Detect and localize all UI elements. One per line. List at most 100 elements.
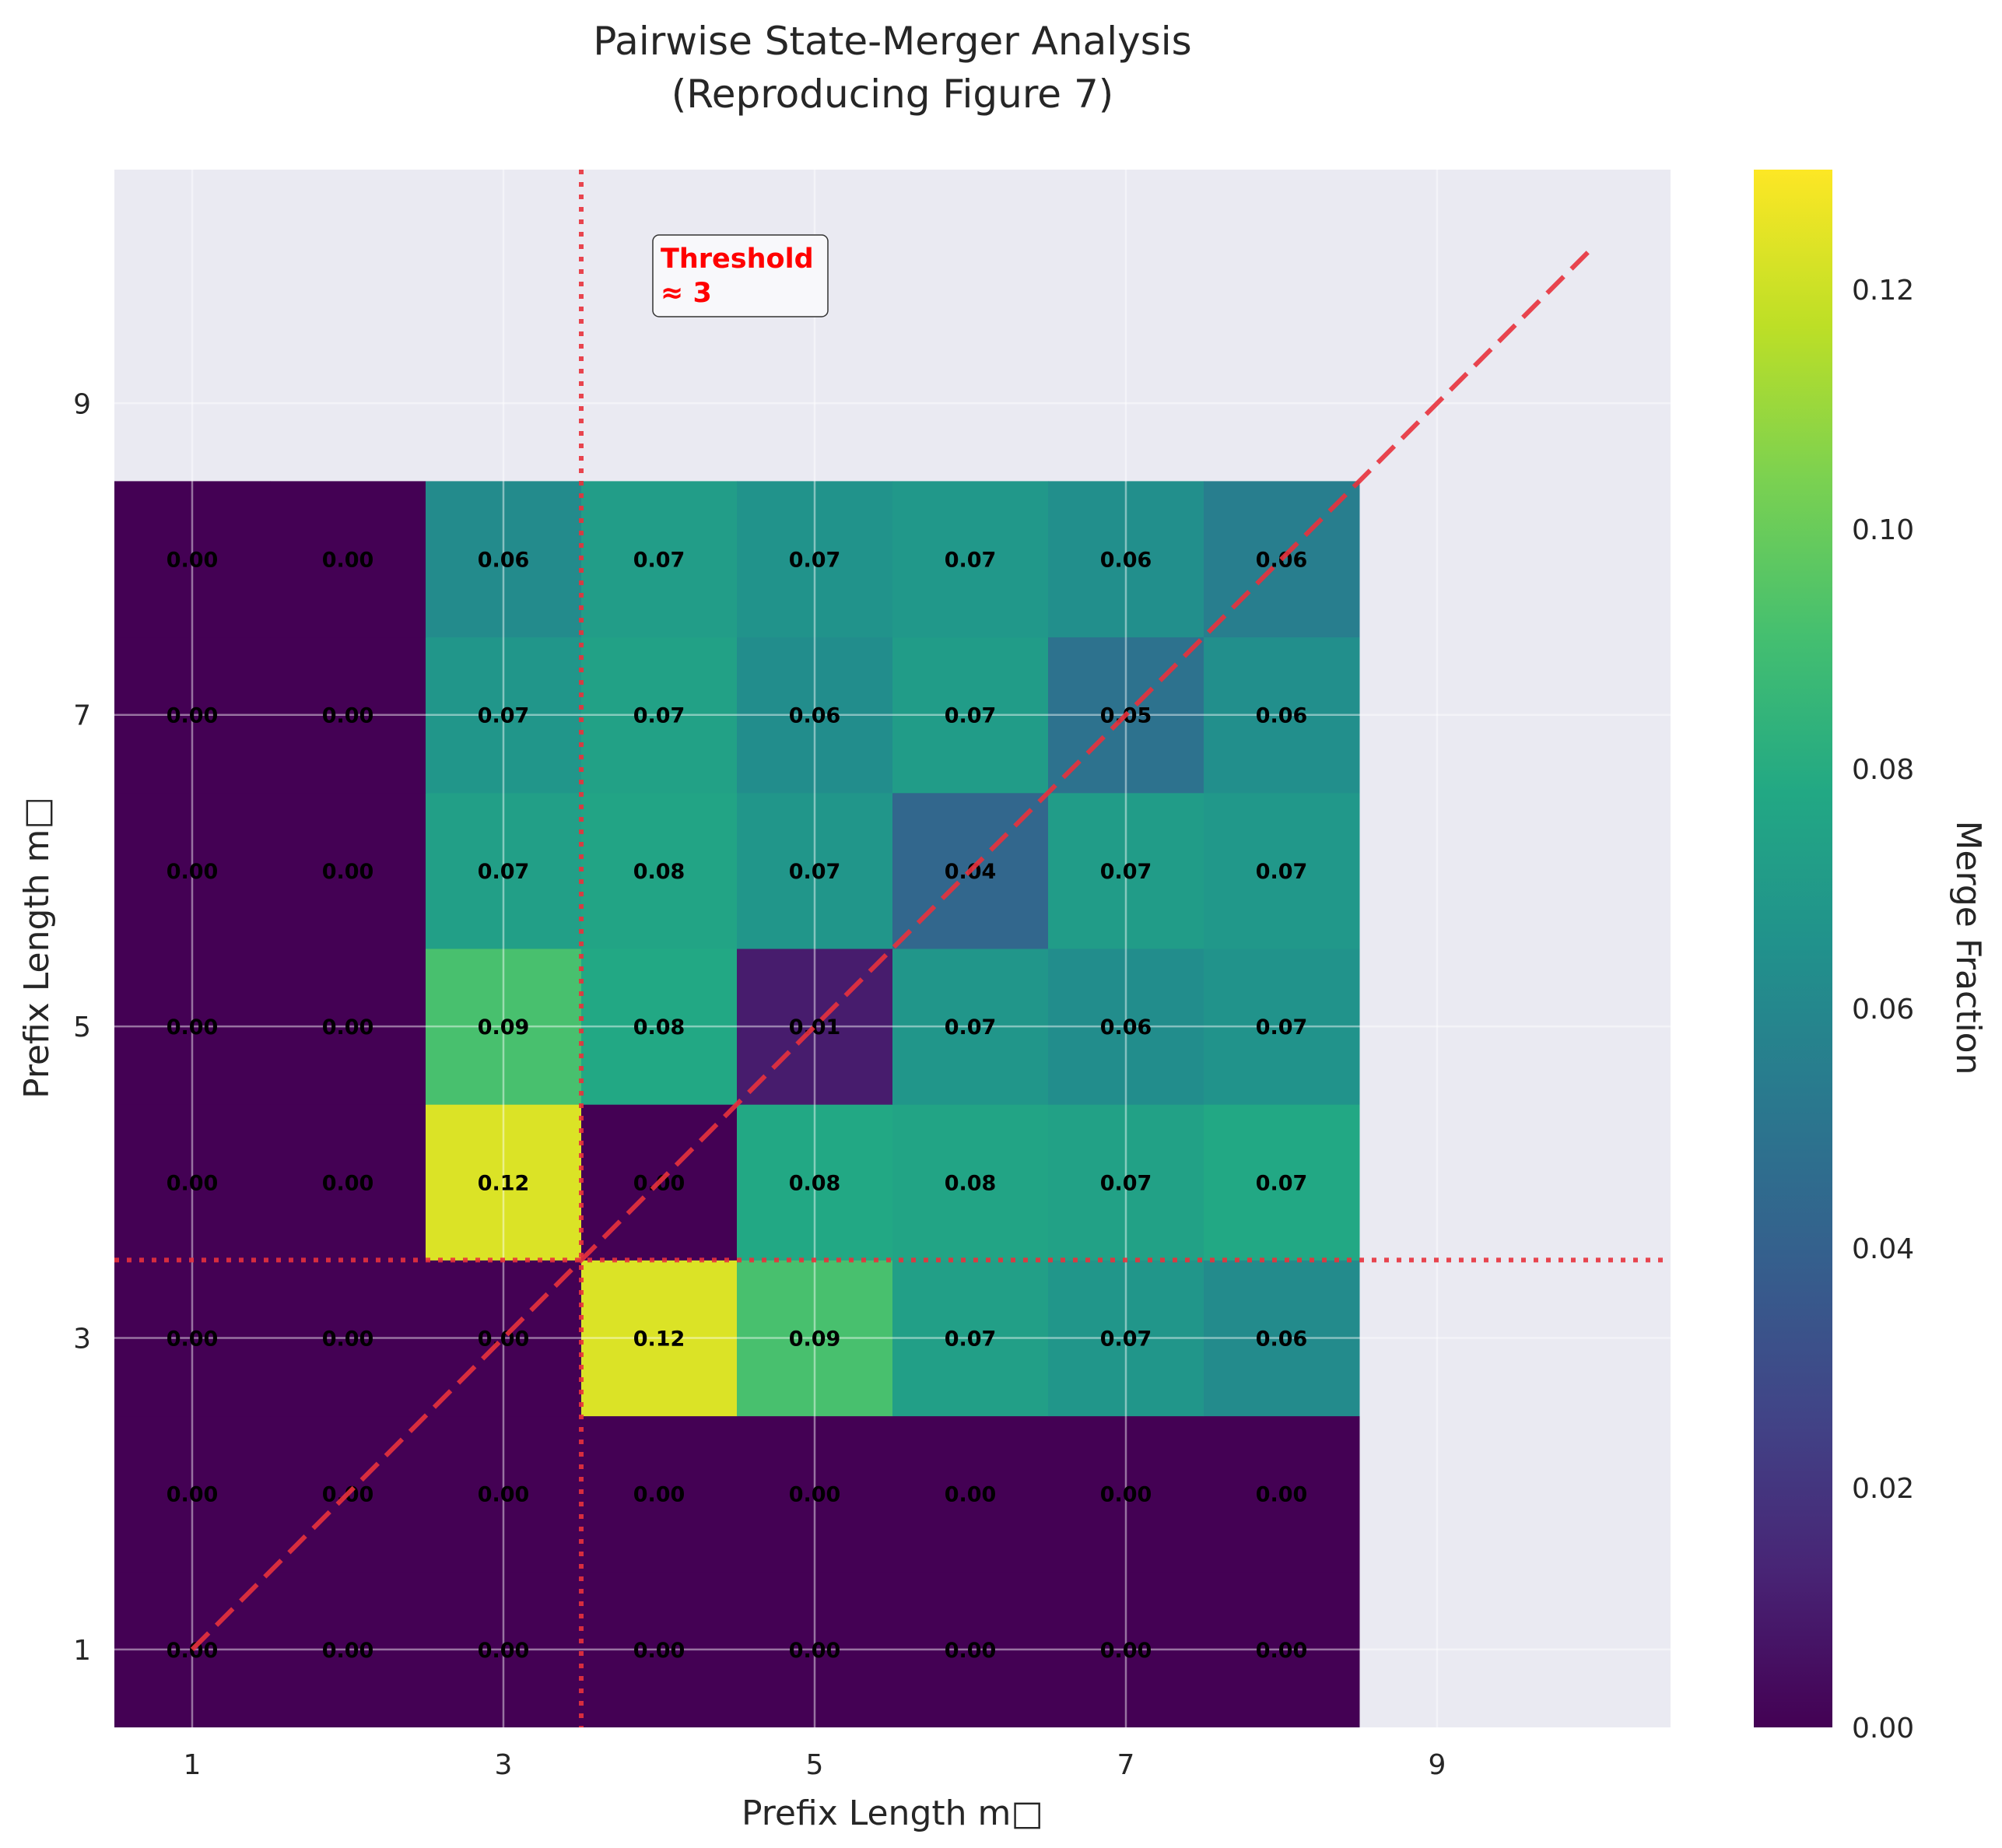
cell-value-label: 0.00 <box>478 1639 530 1663</box>
heatmap-cell <box>892 1260 1049 1417</box>
cell-value-label: 0.07 <box>789 549 841 573</box>
colorbar <box>1754 170 1832 1727</box>
heatmap-cells <box>114 481 1360 1727</box>
cell-value-label: 0.00 <box>167 704 219 728</box>
colorbar-tick-label: 0.02 <box>1852 1473 1914 1505</box>
cell-value-label: 0.06 <box>478 549 530 573</box>
cell-value-label: 0.00 <box>789 1639 841 1663</box>
heatmap-cell <box>581 1571 738 1727</box>
y-tick-label: 3 <box>73 1324 91 1355</box>
reference-lines <box>114 170 1671 1727</box>
y-tick-label: 1 <box>73 1635 91 1667</box>
heatmap-cell <box>1204 1104 1360 1261</box>
y-tick-label: 7 <box>73 700 91 732</box>
cell-value-label: 0.00 <box>1100 1483 1152 1507</box>
heatmap-cell <box>114 481 271 638</box>
cell-value-label: 0.06 <box>1100 549 1152 573</box>
cell-value-label: 0.00 <box>633 1639 685 1663</box>
heatmap-cell <box>892 1571 1049 1727</box>
cell-value-label: 0.07 <box>789 860 841 884</box>
x-tick-label: 9 <box>1429 1749 1446 1781</box>
heatmap-cell <box>426 636 582 794</box>
cell-value-label: 0.00 <box>167 1015 219 1040</box>
colorbar-tick-label: 0.08 <box>1852 754 1914 786</box>
heatmap-cell <box>581 1260 738 1417</box>
heatmap-cell <box>270 481 426 638</box>
heatmap-cell <box>581 949 738 1105</box>
cell-value-label: 0.00 <box>167 1483 219 1507</box>
cell-value-label: 0.00 <box>322 860 374 884</box>
threshold-value-label: ≈ 3 <box>661 278 712 309</box>
diagonal-reference-line <box>190 245 1595 1652</box>
cell-value-label: 0.07 <box>945 704 997 728</box>
heatmap-cell <box>1048 1104 1204 1261</box>
cell-value-label: 0.12 <box>478 1171 530 1195</box>
heatmap-cell <box>114 1260 271 1417</box>
cell-value-label: 0.07 <box>1256 1015 1308 1040</box>
cell-value-label: 0.07 <box>945 1327 997 1352</box>
cell-value-label: 0.00 <box>322 549 374 573</box>
colorbar-tick-label: 0.04 <box>1852 1233 1914 1265</box>
cell-value-label: 0.06 <box>1256 1327 1308 1352</box>
heatmap-cell <box>737 481 893 638</box>
heatmap-cell <box>426 792 582 949</box>
cell-value-label: 0.00 <box>167 1327 219 1352</box>
heatmap-cell <box>426 1415 582 1573</box>
cell-value-label: 0.00 <box>945 1483 997 1507</box>
heatmap-cell <box>426 1104 582 1261</box>
cell-value-label: 0.00 <box>789 1483 841 1507</box>
cell-value-label: 0.07 <box>1100 1171 1152 1195</box>
chart-subtitle: (Reproducing Figure 7) <box>671 72 1114 117</box>
cell-value-label: 0.00 <box>322 1171 374 1195</box>
cell-value-label: 0.06 <box>1256 549 1308 573</box>
cell-value-label: 0.07 <box>478 860 530 884</box>
heatmap-cell <box>892 481 1049 638</box>
heatmap-cell <box>737 1415 893 1573</box>
heatmap-cell <box>270 636 426 794</box>
y-tick-label: 5 <box>73 1012 91 1043</box>
colorbar-tick-label: 0.12 <box>1852 275 1914 307</box>
cell-value-label: 0.08 <box>633 860 685 884</box>
heatmap-cell <box>1204 949 1360 1105</box>
heatmap-cell <box>426 1571 582 1727</box>
cell-value-label: 0.06 <box>1256 704 1308 728</box>
heatmap-cell <box>270 792 426 949</box>
cell-value-label: 0.00 <box>1256 1483 1308 1507</box>
heatmap-cell <box>1204 1571 1360 1727</box>
cell-value-label: 0.00 <box>167 549 219 573</box>
x-tick-label: 7 <box>1117 1749 1135 1781</box>
cell-value-label: 0.00 <box>167 1639 219 1663</box>
cell-value-label: 0.07 <box>1256 860 1308 884</box>
cell-value-label: 0.08 <box>945 1171 997 1195</box>
heatmap-cell <box>1204 792 1360 949</box>
cell-value-label: 0.07 <box>1256 1171 1308 1195</box>
heatmap-cell <box>1048 1260 1204 1417</box>
y-axis-tick-labels: 1 3 5 7 9 <box>73 388 91 1667</box>
heatmap-cell <box>426 481 582 638</box>
heatmap-cell <box>270 1571 426 1727</box>
heatmap-cell <box>892 949 1049 1105</box>
cell-value-label: 0.00 <box>322 704 374 728</box>
heatmap-cell <box>114 792 271 949</box>
heatmap-cell <box>581 1415 738 1573</box>
heatmap-cell <box>114 636 271 794</box>
heatmap-cell <box>737 1571 893 1727</box>
cell-value-label: 0.07 <box>478 704 530 728</box>
x-tick-label: 1 <box>184 1749 202 1781</box>
x-axis-label: Prefix Length m□ <box>742 1794 1043 1833</box>
x-tick-label: 3 <box>495 1749 513 1781</box>
cell-value-label: 0.07 <box>1100 860 1152 884</box>
heatmap-cell <box>1204 636 1360 794</box>
heatmap-cell <box>581 636 738 794</box>
heatmap-cell <box>581 792 738 949</box>
heatmap-cell <box>737 1104 893 1261</box>
cell-value-label: 0.07 <box>633 549 685 573</box>
grid-lines <box>114 170 1671 1727</box>
heatmap-cell <box>892 1104 1049 1261</box>
cell-value-label: 0.07 <box>945 549 997 573</box>
heatmap-cell <box>892 636 1049 794</box>
cell-value-label: 0.07 <box>1100 1327 1152 1352</box>
heatmap-cell <box>1048 949 1204 1105</box>
colorbar-label: Merge Fraction <box>1948 821 1988 1075</box>
